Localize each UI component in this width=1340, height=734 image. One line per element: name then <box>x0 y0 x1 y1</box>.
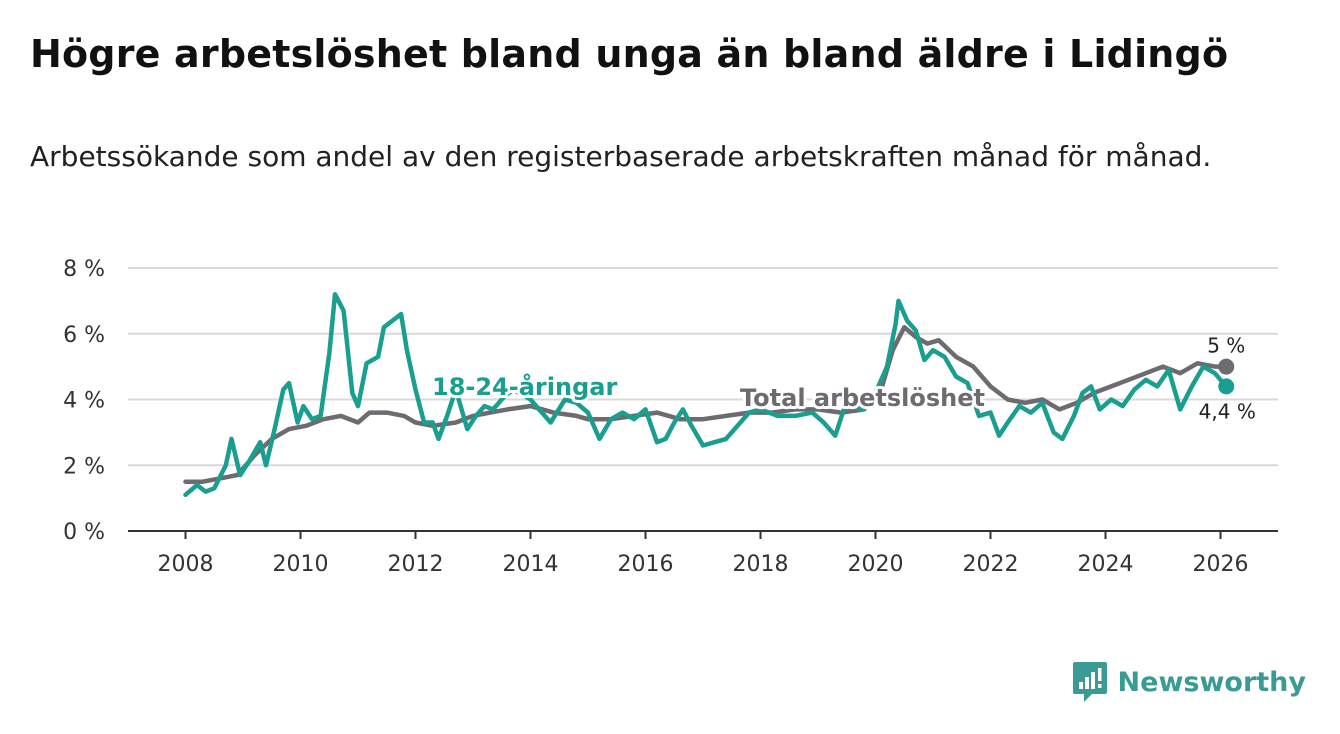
x-tick-label: 2014 <box>503 552 559 577</box>
end-marker-total <box>1218 358 1235 375</box>
newsworthy-logo: Newsworthy <box>1072 660 1306 704</box>
end-label-youth: 4,4 % <box>1199 399 1256 423</box>
series-line-youth <box>183 292 1229 498</box>
x-tick-label: 2022 <box>963 552 1019 577</box>
x-tick-label: 2018 <box>733 552 789 577</box>
x-tick-label: 2012 <box>388 552 444 577</box>
y-tick-label: 8 % <box>63 257 105 282</box>
series-label-total: Total arbetslöshet <box>740 384 985 412</box>
x-tick-label: 2010 <box>273 552 329 577</box>
series-line-total <box>183 324 1229 484</box>
grid-lines <box>128 267 1278 467</box>
x-tick-label: 2026 <box>1193 552 1249 577</box>
chart-title: Högre arbetslöshet bland unga än bland ä… <box>30 32 1229 76</box>
newsworthy-wordmark: Newsworthy <box>1117 666 1306 698</box>
x-axis: 2008 2010 2012 2014 2016 2018 2020 2022 2024 2026 <box>128 530 1278 577</box>
series-layer <box>183 292 1235 498</box>
end-marker-youth <box>1218 378 1235 395</box>
series-label-youth: 18-24-åringar <box>432 372 617 401</box>
x-tick-label: 2008 <box>158 552 214 577</box>
y-tick-label: 2 % <box>63 454 105 479</box>
x-tick-label: 2024 <box>1078 552 1134 577</box>
y-axis: 0 % 2 % 4 % 6 % 8 % <box>63 257 105 545</box>
series-labels: 5 % 4,4 % 18-24-åringar Total arbetslöshet <box>429 334 1256 424</box>
chart-subtitle: Arbetssökande som andel av den registerb… <box>30 140 1212 173</box>
x-tick-label: 2016 <box>618 552 674 577</box>
newsworthy-logo-icon <box>1072 662 1107 702</box>
y-tick-label: 6 % <box>63 323 105 348</box>
end-label-total: 5 % <box>1207 334 1245 358</box>
y-tick-label: 0 % <box>63 520 105 545</box>
x-tick-label: 2020 <box>848 552 904 577</box>
y-tick-label: 4 % <box>63 389 105 414</box>
